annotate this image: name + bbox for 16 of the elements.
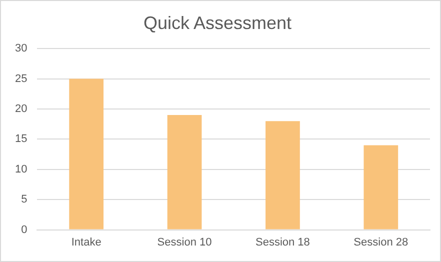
bar bbox=[266, 121, 300, 230]
x-tick-label: Session 10 bbox=[157, 236, 212, 248]
bar bbox=[364, 145, 398, 230]
y-tick-label: 20 bbox=[14, 103, 28, 116]
bar bbox=[69, 78, 104, 230]
y-tick-label: 5 bbox=[21, 194, 28, 206]
bar bbox=[167, 115, 202, 230]
x-tick-label: Session 28 bbox=[354, 236, 408, 248]
y-tick-label: 30 bbox=[14, 42, 28, 55]
x-tick-label: Intake bbox=[71, 236, 102, 248]
chart-title: Quick Assessment bbox=[143, 12, 292, 33]
x-tick-label: Session 18 bbox=[255, 236, 310, 248]
y-tick-label: 25 bbox=[14, 72, 28, 85]
y-tick-label: 0 bbox=[21, 224, 28, 236]
y-tick-label: 15 bbox=[14, 133, 28, 146]
y-tick-label: 10 bbox=[14, 163, 28, 176]
